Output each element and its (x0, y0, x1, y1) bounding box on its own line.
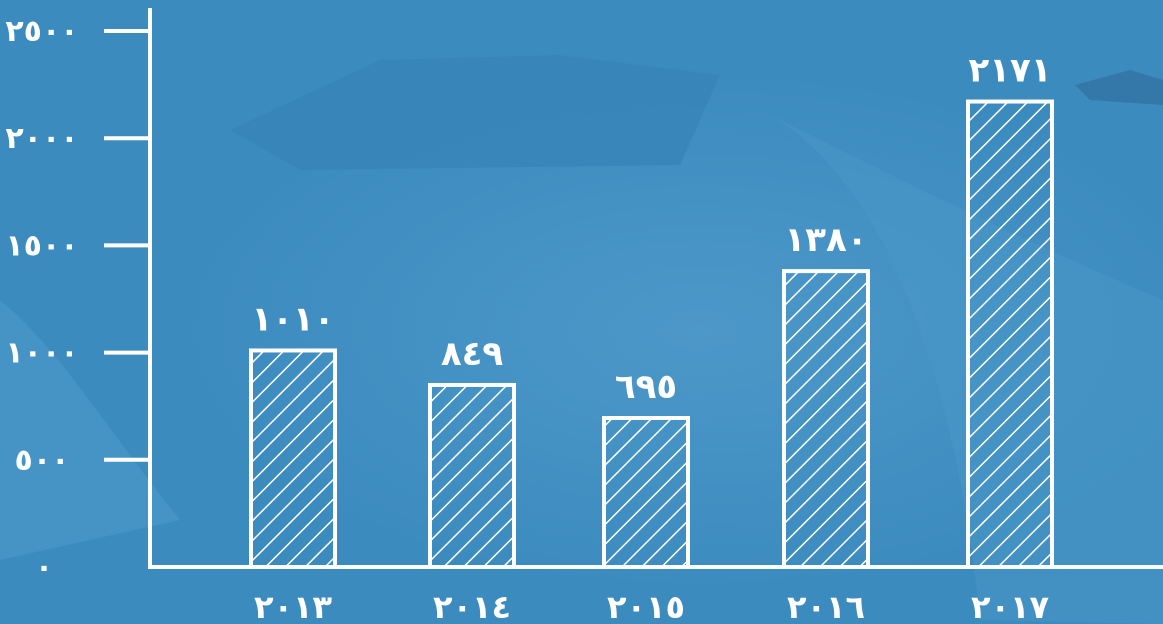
bar (782, 269, 870, 569)
bar-value-label: ٨٤٩ (441, 334, 504, 374)
x-tick-label: ٢٠١٦ (787, 588, 865, 624)
y-tick-label: ١٠٠٠ (5, 336, 78, 371)
bar-value-label: ١٠١٠ (251, 299, 334, 339)
x-tick-label: ٢٠١٧ (971, 588, 1050, 624)
bar-value-label: ٢١٧١ (968, 51, 1051, 91)
bar (249, 348, 337, 569)
y-tick-label: ٥٠٠ (15, 443, 70, 478)
bar (966, 99, 1054, 569)
y-tick-label: ١٥٠٠ (5, 228, 78, 263)
x-tick-label: ٢٠١٥ (607, 588, 685, 624)
x-tick-label: ٢٠١٤ (433, 588, 511, 624)
x-tick-label: ٢٠١٣ (254, 588, 333, 624)
bar-value-label: ٦٩٥ (615, 367, 677, 407)
bar (602, 415, 690, 569)
y-tick-label: ٠ (35, 550, 53, 585)
y-tick-label: ٢٥٠٠ (5, 14, 78, 49)
bar (428, 382, 516, 569)
bar-value-label: ١٣٨٠ (784, 220, 867, 260)
y-tick-label: ٢٠٠٠ (5, 121, 78, 156)
